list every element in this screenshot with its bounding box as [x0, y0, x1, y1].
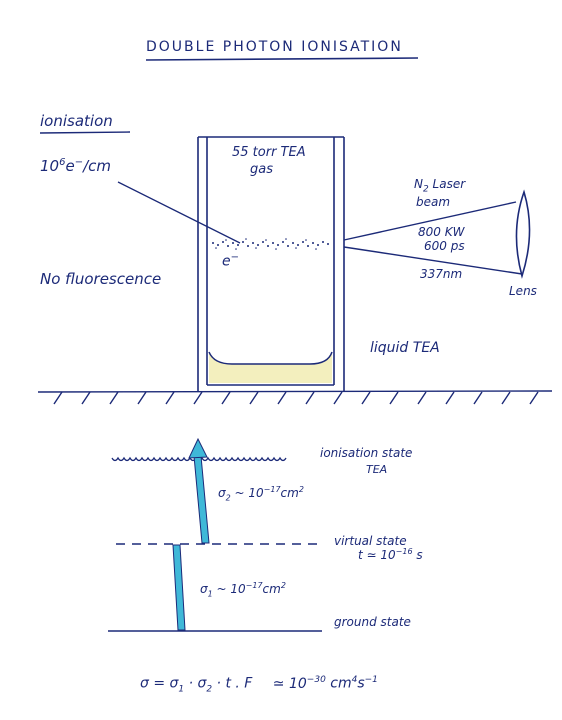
- sigma2-unit: cm: [280, 486, 299, 500]
- sigma2-symbol: σ: [218, 486, 226, 500]
- density-coeff: 10: [40, 157, 60, 175]
- electron-label: e−: [222, 253, 239, 269]
- electron-charge: −: [230, 252, 240, 263]
- gas-label-line1: 55 torr TEA: [232, 145, 306, 160]
- floor: [37, 390, 553, 405]
- formula-unit2-exp: −1: [364, 675, 378, 685]
- liquid-tea-label: liquid TEA: [370, 340, 440, 356]
- formula-lhs: σ = σ: [140, 675, 179, 692]
- laser-n-sub: 2: [422, 184, 429, 195]
- ionisation-state-label: ionisation state: [320, 446, 413, 460]
- virtual-lifetime-unit: s: [412, 548, 423, 562]
- ionisation-density-label: 106e−/cm: [40, 158, 111, 174]
- laser-wavelength: 337nm: [420, 267, 463, 281]
- laser-pulse: 600 ps: [424, 239, 465, 253]
- sigma1-sub: 1: [207, 589, 213, 599]
- page-title: DOUBLE PHOTON IONISATION: [146, 39, 403, 55]
- ionisation-state-sublabel: TEA: [366, 463, 388, 476]
- sigma2-rel: ~ 10: [230, 486, 264, 500]
- liquid-tea: [209, 352, 332, 383]
- sigma1-exp: −17: [245, 581, 263, 590]
- ionisation-heading: ionisation: [40, 112, 113, 130]
- virtual-lifetime-label: t ≃ 10−16 s: [358, 547, 423, 562]
- formula-s1: 1: [178, 684, 185, 695]
- sigma2-exp: −17: [263, 485, 281, 494]
- density-per: /cm: [83, 157, 112, 175]
- sigma1-rel: ~ 10: [212, 582, 246, 596]
- ground-state-label: ground state: [334, 615, 411, 629]
- virtual-lifetime-exp: −16: [395, 547, 413, 556]
- lens-shape: [515, 189, 531, 279]
- sigma1-symbol: σ: [200, 582, 208, 596]
- density-pointer-line: [117, 181, 241, 244]
- formula-approx: ≃ 10: [272, 675, 307, 692]
- ionisation-underline: [39, 131, 131, 134]
- formula-mid: · σ: [184, 675, 207, 692]
- rate-formula: σ = σ1 · σ2 · t . F ≃ 10−30 cm4s−1: [140, 676, 378, 694]
- formula-rest: · t . F: [212, 675, 253, 692]
- lens-label: Lens: [509, 284, 537, 298]
- density-unit: e: [65, 157, 75, 175]
- laser-label-line2: beam: [416, 195, 451, 209]
- sigma2-unit-exp: 2: [298, 485, 304, 494]
- no-fluorescence-label: No fluorescence: [40, 270, 162, 288]
- formula-unit2: s: [357, 675, 365, 692]
- laser-beam: [343, 201, 523, 275]
- laser-power: 800 KW: [418, 225, 465, 239]
- density-unit-sup: −: [74, 157, 84, 168]
- liquid-meniscus: [208, 351, 333, 365]
- title-underline: [145, 57, 419, 61]
- ionisation-track: [212, 238, 329, 250]
- electron-symbol: e: [222, 253, 231, 270]
- photon-2-arrowhead: [188, 437, 208, 459]
- formula-s2: 2: [206, 684, 213, 695]
- photon-2-bar: [193, 455, 210, 544]
- sigma2-sub: 2: [225, 493, 231, 503]
- formula-unit-exp: 4: [351, 675, 358, 685]
- density-exp: 6: [59, 157, 66, 168]
- laser-n: N: [414, 177, 423, 191]
- sigma2-label: σ2 ~ 10−17cm2: [218, 486, 304, 502]
- sigma1-label: σ1 ~ 10−17cm2: [200, 582, 286, 598]
- sigma1-unit-exp: 2: [280, 581, 286, 590]
- sigma1-unit: cm: [262, 582, 281, 596]
- gas-label-line2: gas: [250, 162, 273, 177]
- photon-1-bar: [172, 544, 186, 631]
- laser-label-line1: N2 Laser: [414, 178, 465, 194]
- chamber: [197, 136, 345, 392]
- virtual-lifetime-prefix: t ≃ 10: [358, 548, 396, 562]
- formula-exp: −30: [306, 675, 326, 685]
- virtual-state-label: virtual state: [334, 534, 407, 548]
- formula-unit: cm: [325, 675, 352, 692]
- laser-name: Laser: [428, 177, 466, 191]
